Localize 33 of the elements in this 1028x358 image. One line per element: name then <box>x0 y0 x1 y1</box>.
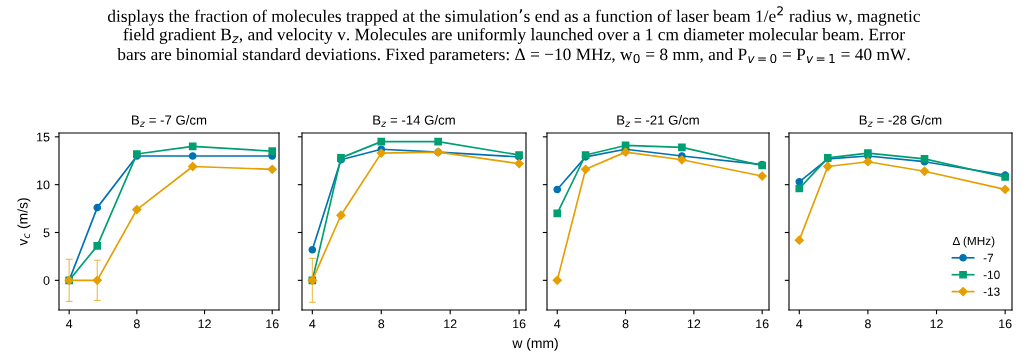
y-tick-label: 0 <box>43 276 50 285</box>
x-tick-label: 16 <box>513 319 526 329</box>
x-tick-label: 12 <box>930 319 943 329</box>
chart-title: B$_{z}$ = -7 G/cm <box>132 115 207 127</box>
x-tick-label: 4 <box>554 319 561 329</box>
y-tick-label: 10 <box>37 180 50 190</box>
x-tick-label: 12 <box>444 319 457 329</box>
legend-label: -13 <box>983 287 1000 296</box>
legend-label: -10 <box>983 270 1000 279</box>
x-tick-label: 8 <box>864 319 871 329</box>
text: displays the fraction of molecules trapped at the simulation’s end as a function of laser beam 1/e$^{2}$ radius w, magnetic <box>107 6 921 26</box>
x-tick-label: 4 <box>796 319 803 329</box>
y-axis-title: v$_{c}$ (m/s) <box>17 198 31 246</box>
legend-label: -7 <box>983 253 994 262</box>
x-tick-label: 16 <box>266 319 279 329</box>
y-tick-label: 15 <box>37 132 50 142</box>
y-tick-label: 5 <box>43 228 50 238</box>
chart-title: B$_{z}$ = -14 G/cm <box>373 115 455 127</box>
x-tick-label: 8 <box>133 319 140 329</box>
x-tick-label: 8 <box>622 319 629 329</box>
x-tick-label: 4 <box>309 319 316 329</box>
x-tick-label: 16 <box>756 319 769 329</box>
x-tick-label: 8 <box>378 319 385 329</box>
x-tick-label: 4 <box>65 319 73 329</box>
legend-title: Δ (MHz) <box>952 236 995 248</box>
x-tick-label: 12 <box>687 319 701 329</box>
chart-title: B$_{z}$ = -28 G/cm <box>859 115 942 127</box>
x-tick-label: 16 <box>999 319 1012 329</box>
text: field gradient B$_{z}$, and velocity v. Molecules are uniformly launched over a 1 cm diameter molecular beam. Error <box>123 27 905 44</box>
x-axis-title: w (mm) <box>512 337 558 351</box>
text: bars are binomial standard deviations. Fixed parameters: Δ = −10 MHz, w$_{0}$ = 8 mm, and P$_{v=0}$ = P$_{v=1}$ = 40 mW. <box>117 48 910 64</box>
chart-title: B$_{z}$ = -21 G/cm <box>617 115 699 127</box>
x-tick-label: 12 <box>198 319 211 329</box>
